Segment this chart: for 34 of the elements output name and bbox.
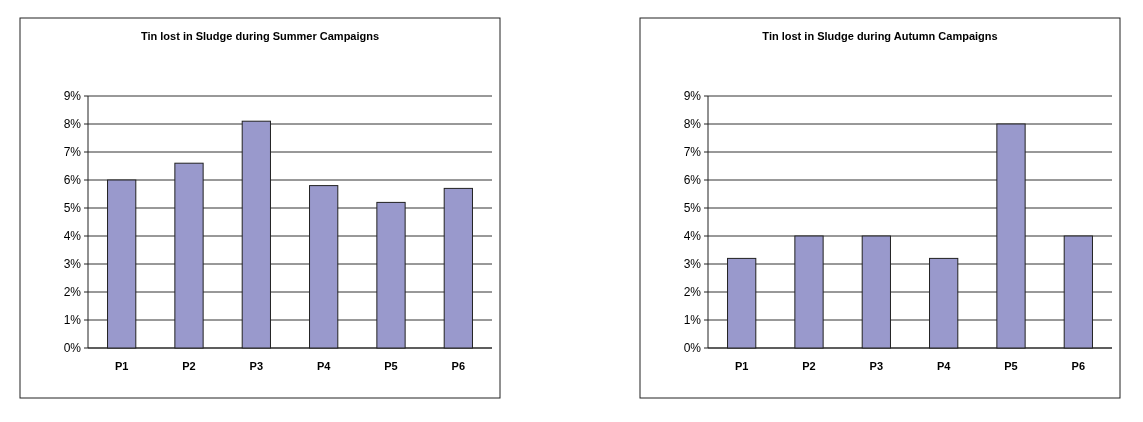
y-tick-label: 6%: [683, 173, 702, 188]
x-tick-label: P4: [316, 360, 332, 372]
x-tick-label: P4: [936, 360, 952, 372]
x-tick-label: P6: [451, 360, 466, 372]
x-tick-label: P1: [734, 360, 749, 372]
y-tick-label: 0%: [683, 341, 702, 356]
y-tick-label: 6%: [63, 173, 82, 188]
y-tick-label: 9%: [63, 89, 82, 104]
y-tick-label: 0%: [63, 341, 82, 356]
y-tick-label: 3%: [63, 257, 82, 272]
x-tick-label: P3: [249, 360, 264, 372]
x-tick-label: P6: [1071, 360, 1086, 372]
chart-title: Tin lost in Sludge during Summer Campaigns: [140, 30, 380, 42]
y-tick-label: 7%: [683, 145, 702, 160]
y-tick-label: 8%: [683, 117, 702, 132]
x-tick-label: P2: [182, 360, 196, 372]
y-tick-label: 1%: [63, 313, 82, 328]
chart-title: Tin lost in Sludge during Autumn Campaigns: [762, 30, 998, 42]
x-tick-label: P2: [802, 360, 816, 372]
y-tick-label: 2%: [683, 285, 702, 300]
y-tick-label: 9%: [683, 89, 702, 104]
x-tick-label: P1: [114, 360, 129, 372]
x-tick-label: P5: [384, 360, 398, 372]
y-tick-label: 2%: [63, 285, 82, 300]
y-tick-label: 4%: [63, 229, 82, 244]
y-tick-label: 3%: [683, 257, 702, 272]
x-tick-label: P3: [869, 360, 884, 372]
y-tick-label: 1%: [683, 313, 702, 328]
y-tick-label: 7%: [63, 145, 82, 160]
y-tick-label: 8%: [63, 117, 82, 132]
y-tick-label: 5%: [683, 201, 702, 216]
y-tick-label: 5%: [63, 201, 82, 216]
y-tick-label: 4%: [683, 229, 702, 244]
x-tick-label: P5: [1004, 360, 1018, 372]
